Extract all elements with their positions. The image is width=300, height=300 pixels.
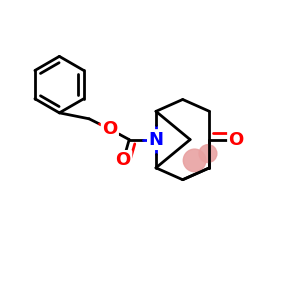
Circle shape <box>199 145 217 163</box>
Text: O: O <box>229 130 244 148</box>
Text: N: N <box>148 130 164 148</box>
Circle shape <box>183 149 206 172</box>
Text: O: O <box>116 152 131 169</box>
Text: O: O <box>102 120 118 138</box>
